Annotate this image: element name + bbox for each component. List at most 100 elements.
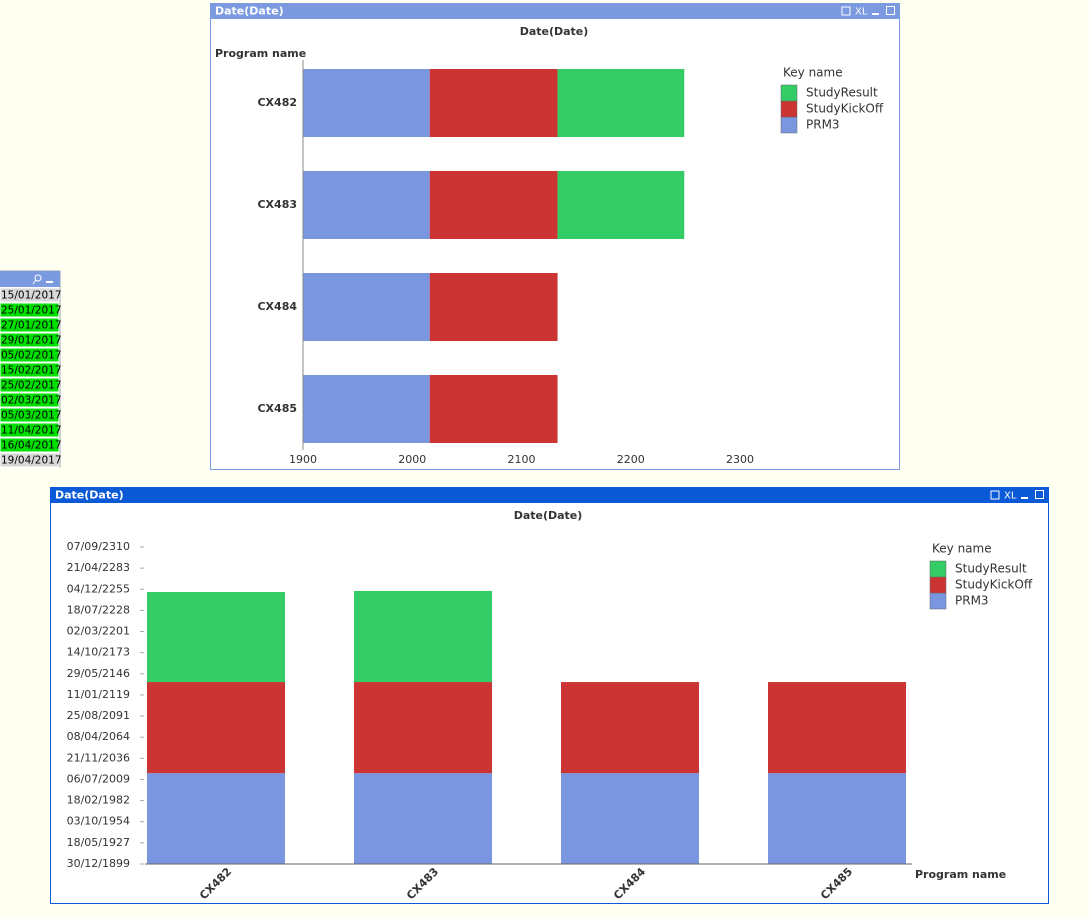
y-tick-label: 29/05/2146 [67, 667, 130, 680]
y-tick-label: 03/10/1954 [67, 815, 130, 828]
xl-button[interactable]: XL [1004, 491, 1017, 502]
x-tick-label: 2000 [398, 453, 426, 466]
bar-segment [354, 773, 492, 864]
list-item[interactable] [0, 377, 60, 393]
bar-segment [768, 682, 906, 774]
y-tick-label: 21/04/2283 [67, 561, 130, 574]
legend-title: Key name [932, 542, 992, 556]
bar-segment [429, 273, 558, 341]
y-tick-label: 06/07/2009 [67, 772, 130, 785]
legend-label: StudyResult [806, 86, 878, 100]
list-item-label: 29/01/2017 [1, 335, 62, 347]
xl-button[interactable]: XL [855, 7, 868, 18]
y-tick-label: 18/07/2228 [67, 603, 130, 616]
minimize-icon[interactable] [872, 13, 879, 15]
list-item[interactable] [0, 362, 60, 378]
y-tick-label: 02/03/2201 [67, 625, 130, 638]
list-item[interactable] [0, 407, 60, 423]
axis-title: Program name [915, 868, 1006, 881]
bar-segment [147, 592, 285, 683]
maximize-icon[interactable] [886, 6, 895, 15]
legend-title: Key name [783, 66, 843, 80]
bar-segment [561, 773, 699, 864]
bar-segment [303, 69, 430, 137]
bar-segment [429, 375, 558, 443]
chart-title: Date(Date) [514, 509, 583, 522]
y-tick-label: 08/04/2064 [67, 730, 130, 743]
axis-title: Program name [215, 47, 306, 60]
y-tick-label: 04/12/2255 [67, 582, 130, 595]
search-icon [32, 279, 37, 285]
y-tick-label: CX484 [257, 300, 297, 313]
y-tick-label: 14/10/2173 [67, 646, 130, 659]
bar-segment [303, 375, 430, 443]
y-tick-label: 18/02/1982 [67, 794, 130, 807]
list-item[interactable] [0, 317, 60, 333]
list-item[interactable] [0, 287, 60, 303]
search-icon[interactable] [34, 274, 42, 282]
list-item[interactable] [0, 422, 60, 438]
list-item-label: 05/03/2017 [1, 410, 62, 422]
bar-segment [561, 682, 699, 774]
legend-label: StudyResult [955, 562, 1027, 576]
listbox-header[interactable] [0, 271, 60, 287]
legend-label: PRM3 [955, 594, 989, 608]
x-tick-label: 1900 [289, 453, 317, 466]
y-tick-label: CX485 [257, 402, 297, 415]
bar-segment [429, 171, 558, 239]
list-item-label: 25/01/2017 [1, 305, 62, 317]
legend-swatch [780, 116, 798, 134]
legend-label: StudyKickOff [955, 578, 1033, 592]
list-item-label: 11/04/2017 [1, 425, 62, 437]
legend-swatch [929, 560, 947, 578]
y-tick-label: 25/08/2091 [67, 709, 130, 722]
y-tick-label: 21/11/2036 [67, 751, 130, 764]
list-item-label: 02/03/2017 [1, 395, 62, 407]
print-icon[interactable] [841, 6, 851, 16]
list-item[interactable] [0, 332, 60, 348]
legend-swatch [780, 84, 798, 102]
bar-segment [354, 590, 492, 683]
print-icon[interactable] [990, 490, 1000, 500]
bar-segment [303, 273, 430, 341]
y-tick-label: 11/01/2119 [67, 688, 130, 701]
bar-segment [147, 682, 285, 774]
window-title: Date(Date) [55, 489, 124, 502]
y-tick-label: 18/05/1927 [67, 836, 130, 849]
minimize-icon[interactable] [1021, 497, 1028, 499]
bar-segment [429, 69, 558, 137]
y-tick-label: 30/12/1899 [67, 857, 130, 870]
legend-swatch [929, 592, 947, 610]
bar-segment [557, 69, 685, 137]
list-item[interactable] [0, 392, 60, 408]
bar-segment [768, 773, 906, 864]
legend-label: PRM3 [806, 118, 840, 132]
list-item-label: 16/04/2017 [1, 440, 62, 452]
window-title: Date(Date) [215, 5, 284, 18]
bar-segment [303, 171, 430, 239]
list-item[interactable] [0, 347, 60, 363]
bar-segment [354, 682, 492, 774]
list-item[interactable] [0, 452, 60, 468]
x-tick-label: 2100 [508, 453, 536, 466]
window-header[interactable] [51, 488, 1048, 503]
bar-segment [557, 171, 685, 239]
list-item-label: 19/04/2017 [1, 455, 62, 467]
list-item-label: 15/02/2017 [1, 365, 62, 377]
maximize-icon[interactable] [1035, 490, 1044, 499]
y-tick-label: CX482 [257, 96, 297, 109]
y-tick-label: 07/09/2310 [67, 540, 130, 553]
window-header[interactable] [211, 4, 899, 19]
minimize-icon[interactable] [46, 281, 53, 283]
legend-swatch [929, 576, 947, 594]
x-tick-label: 2300 [726, 453, 754, 466]
bar-segment [147, 773, 285, 864]
list-item[interactable] [0, 302, 60, 318]
x-tick-label: 2200 [617, 453, 645, 466]
legend-swatch [780, 100, 798, 118]
legend-label: StudyKickOff [806, 102, 884, 116]
y-tick-label: CX483 [257, 198, 297, 211]
list-item[interactable] [0, 437, 60, 453]
